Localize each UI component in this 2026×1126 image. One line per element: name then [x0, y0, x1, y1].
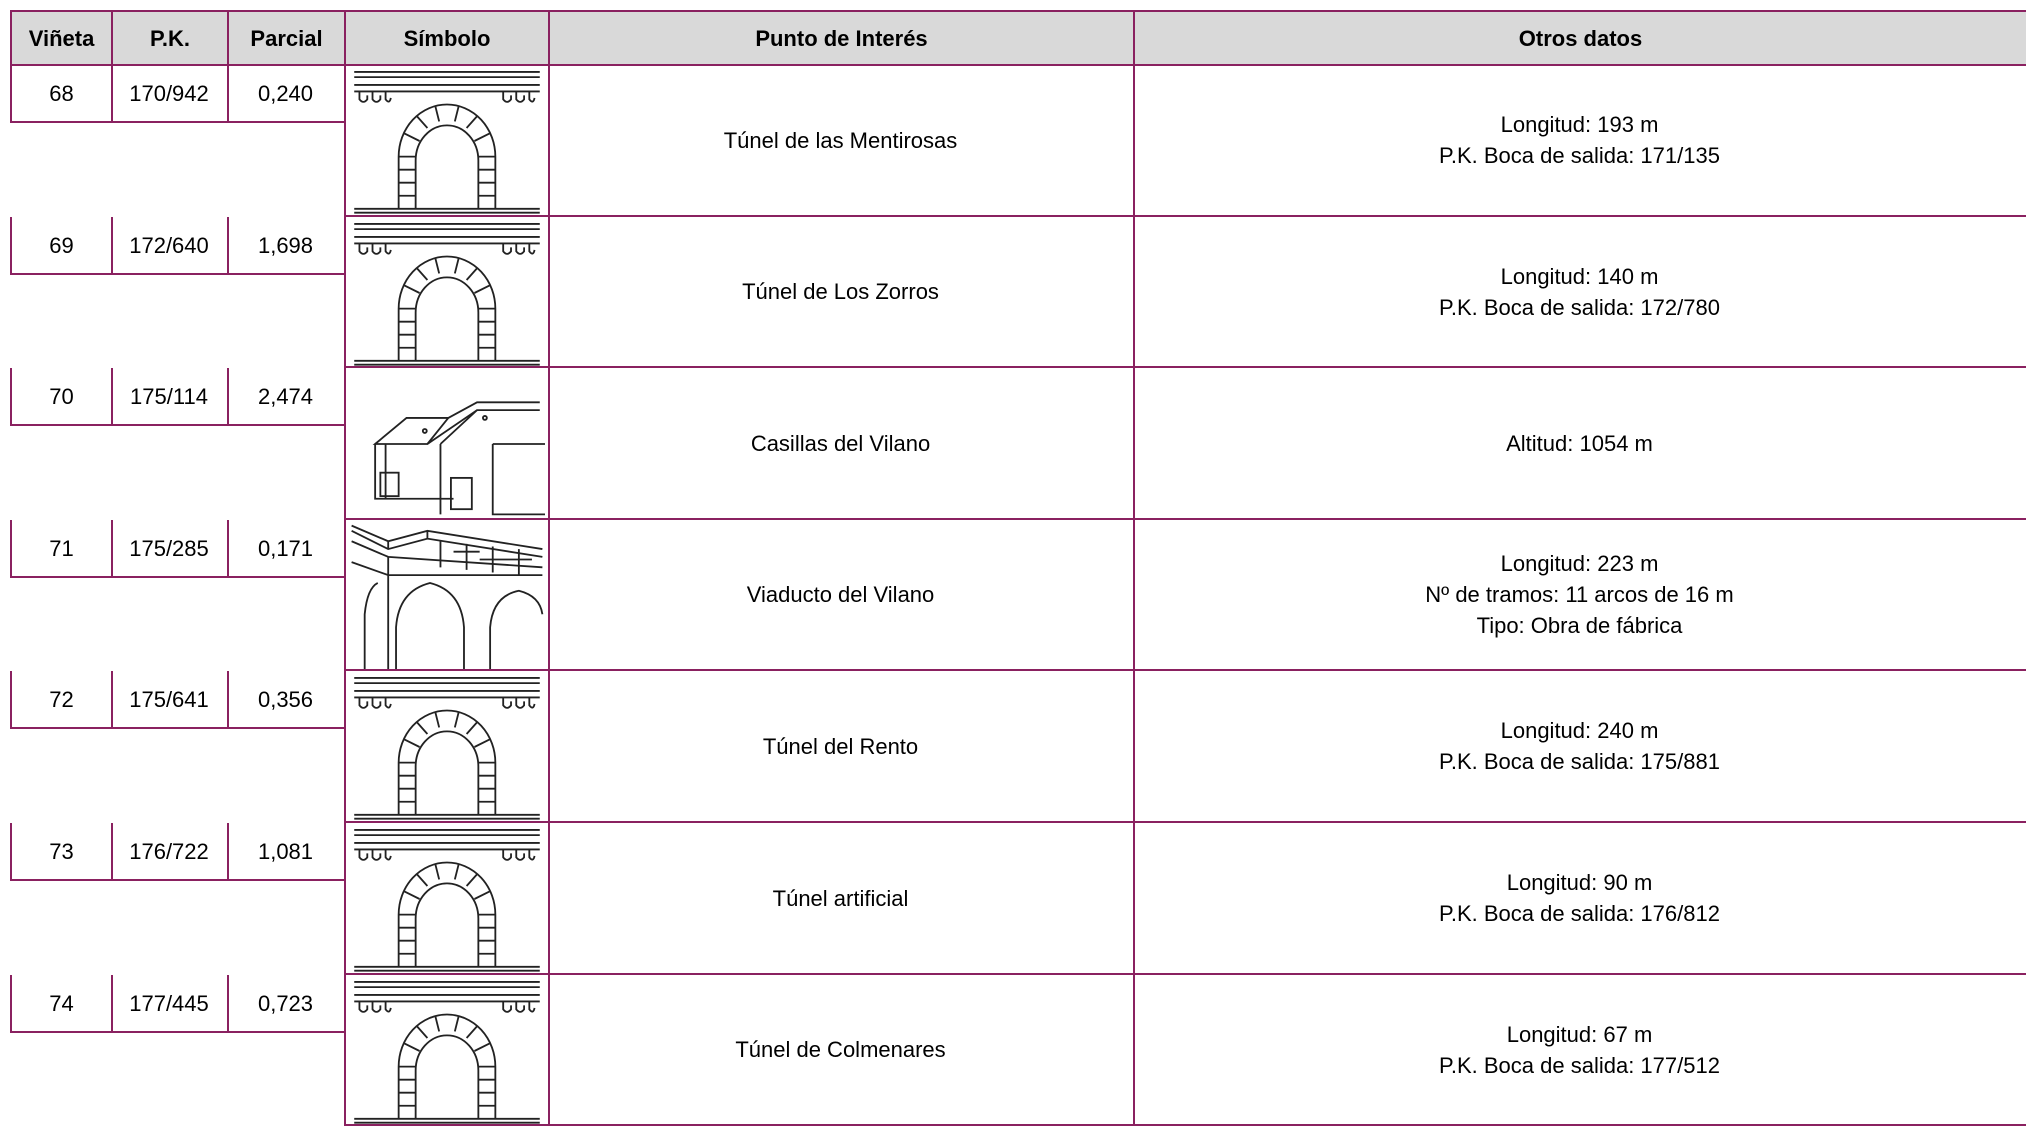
parcial-cell: 0,723: [227, 975, 346, 1033]
vineta-cell: 70: [10, 368, 113, 426]
parcial-cell: 0,171: [227, 520, 346, 578]
pk-cell: 175/114: [111, 368, 229, 426]
otros-cell: Longitud: 240 m P.K. Boca de salida: 175/…: [1133, 671, 2026, 823]
symbol-cell: [344, 65, 550, 217]
vineta-cell: 72: [10, 671, 113, 729]
otros-line: Tipo: Obra de fábrica: [1476, 613, 1683, 638]
punto-cell: Túnel de Colmenares: [548, 975, 1135, 1126]
otros-line: Longitud: 193 m: [1500, 112, 1659, 137]
parcial-cell: 0,356: [227, 671, 346, 729]
symbol-cell: [344, 520, 550, 671]
pk-cell: 177/445: [111, 975, 229, 1033]
symbol-icon: [349, 674, 545, 820]
symbol-cell: [344, 823, 550, 975]
symbol-icon: [349, 978, 545, 1124]
header-cell: Otros datos: [1133, 10, 2026, 66]
header-cell: Símbolo: [344, 10, 550, 66]
pk-cell: 175/641: [111, 671, 229, 729]
symbol-icon: [349, 220, 545, 366]
symbol-cell: [344, 217, 550, 368]
pk-cell: 175/285: [111, 520, 229, 578]
pk-cell: 170/942: [111, 65, 229, 123]
parcial-cell: 1,081: [227, 823, 346, 881]
symbol-icon: [349, 371, 545, 517]
otros-line: Altitud: 1054 m: [1506, 430, 1653, 456]
otros-line: P.K. Boca de salida: 176/812: [1439, 901, 1720, 926]
symbol-cell: [344, 368, 550, 520]
punto-cell: Viaducto del Vilano: [548, 520, 1135, 671]
otros-line: Longitud: 67 m: [1506, 1021, 1653, 1047]
otros-line: Nº de tramos: 11 arcos de 16 m: [1425, 582, 1734, 607]
pk-cell: 172/640: [111, 217, 229, 275]
punto-cell: Túnel artificial: [548, 823, 1135, 975]
otros-line: P.K. Boca de salida: 171/135: [1439, 143, 1720, 168]
punto-cell: Túnel del Rento: [548, 671, 1135, 823]
symbol-cell: [344, 671, 550, 823]
symbol-icon: [349, 826, 545, 972]
otros-line: P.K. Boca de salida: 175/881: [1439, 749, 1720, 774]
otros-cell: Altitud: 1054 m: [1133, 368, 2026, 520]
vineta-cell: 74: [10, 975, 113, 1033]
punto-cell: Casillas del Vilano: [548, 368, 1135, 520]
parcial-cell: 1,698: [227, 217, 346, 275]
vineta-cell: 71: [10, 520, 113, 578]
otros-cell: Longitud: 140 m P.K. Boca de salida: 172/…: [1133, 217, 2026, 368]
vineta-cell: 68: [10, 65, 113, 123]
pk-cell: 176/722: [111, 823, 229, 881]
otros-line: Longitud: 240 m: [1500, 718, 1659, 743]
symbol-icon: [349, 523, 545, 669]
otros-cell: Longitud: 67 m P.K. Boca de salida: 177/5…: [1133, 975, 2026, 1126]
otros-line: P.K. Boca de salida: 177/512: [1439, 1052, 1720, 1078]
parcial-cell: 0,240: [227, 65, 346, 123]
vineta-cell: 73: [10, 823, 113, 881]
otros-cell: Longitud: 193 m P.K. Boca de salida: 171/…: [1133, 65, 2026, 217]
otros-cell: Longitud: 223 m Nº de tramos: 11 arcos de…: [1133, 520, 2026, 671]
otros-line: Longitud: 140 m: [1500, 263, 1659, 289]
otros-line: Longitud: 90 m: [1506, 870, 1653, 895]
parcial-cell: 2,474: [227, 368, 346, 426]
punto-cell: Túnel de Los Zorros: [548, 217, 1135, 368]
otros-cell: Longitud: 90 m P.K. Boca de salida: 176/8…: [1133, 823, 2026, 975]
punto-cell: Túnel de las Mentirosas: [548, 65, 1135, 217]
header-cell: Viñeta: [10, 10, 113, 66]
header-cell: Parcial: [227, 10, 346, 66]
header-cell: P.K.: [111, 10, 229, 66]
otros-line: P.K. Boca de salida: 172/780: [1439, 294, 1720, 320]
header-cell: Punto de Interés: [548, 10, 1135, 66]
otros-line: Longitud: 223 m: [1500, 551, 1659, 576]
vineta-cell: 69: [10, 217, 113, 275]
symbol-icon: [349, 68, 545, 214]
